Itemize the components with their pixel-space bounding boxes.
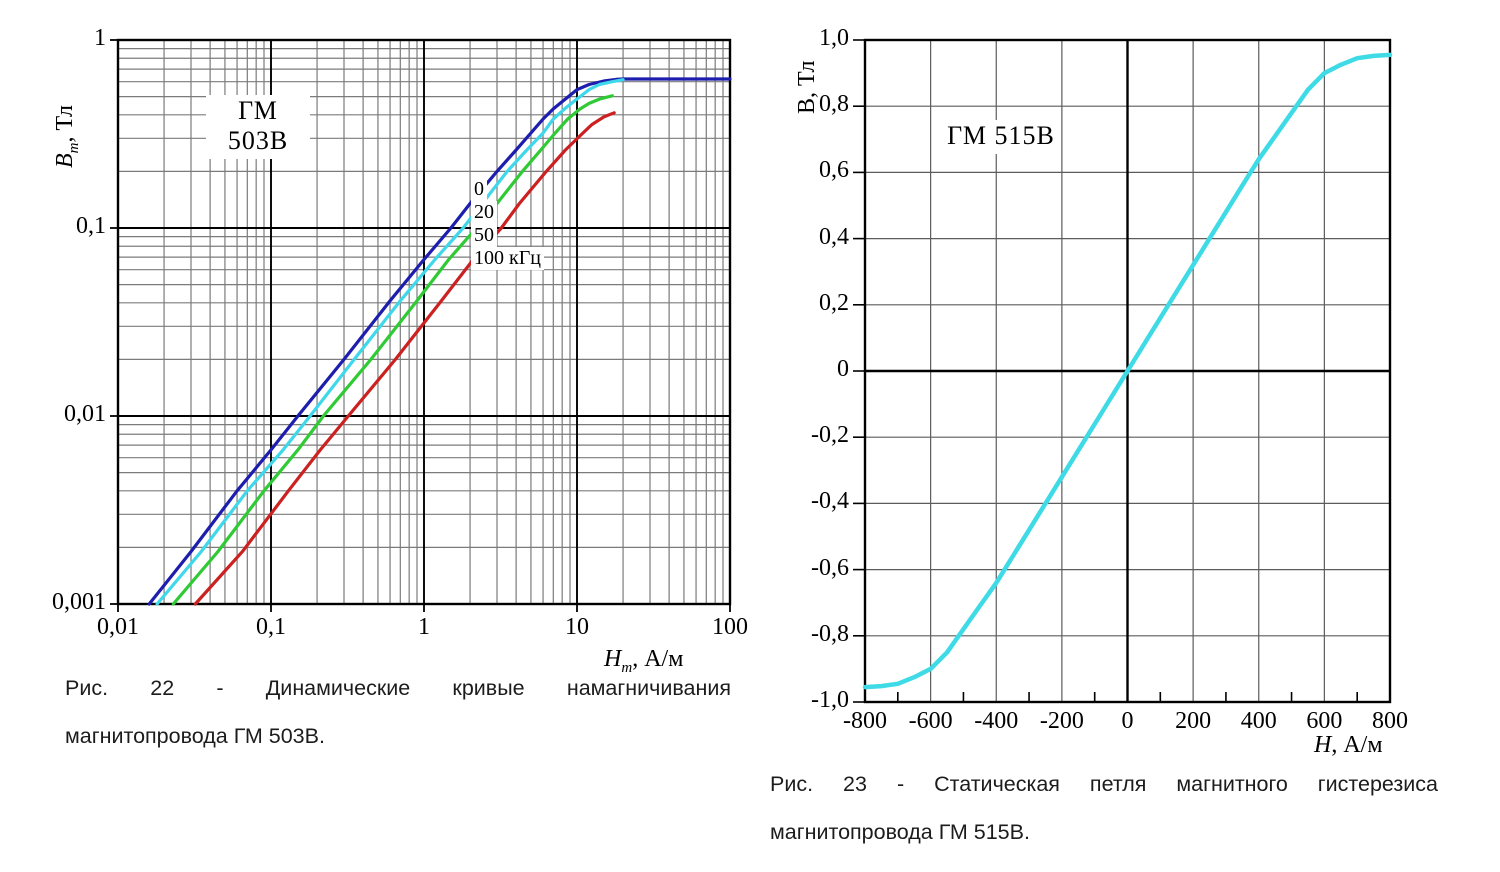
fig22-caption-line1: Рис. 22 - Динамические кривые намагничив… [65,676,731,700]
fig22-y-symbol: B [52,153,78,168]
fig22-y-tick-label: 0,1 [76,213,106,239]
fig22-y-tick-label: 0,001 [52,589,106,615]
fig22-x-tick-label: 10 [565,614,589,640]
fig23-y-tick-label: -1,0 [811,687,849,713]
fig23-y-tick-label: 0,8 [819,91,849,118]
fig23-plot-svg [853,38,1393,704]
fig22-x-tick-label: 1 [418,614,430,640]
fig22-y-tick-label: 0,01 [64,401,106,427]
fig23-x-tick-label: 0 [1121,708,1134,734]
fig23-x-tick-label: 400 [1240,708,1277,734]
fig23-x-tick-label: 600 [1306,708,1343,734]
fig22-y-unit: , Тл [52,105,78,143]
fig23-y-tick-label: -0,2 [811,422,849,449]
fig22-y-subscript: m [65,142,82,154]
fig23-y-tick-label: -0,8 [811,620,849,647]
fig23-y-tick-label: 0,2 [819,289,849,316]
fig23-y-tick-label: -0,6 [811,554,849,581]
fig23-caption-line1: Рис. 23 - Статическая петля магнитного г… [770,772,1438,796]
fig23-x-tick-label: -200 [1039,708,1084,734]
fig23-x-tick-label: -600 [908,708,953,734]
fig22-legend-label-100khz: 100 кГц [471,247,544,270]
fig23-y-tick-label: 0,6 [819,157,849,184]
fig23-y-tick-label: -0,4 [811,488,849,515]
fig23-x-tick-label: 800 [1372,708,1408,734]
fig22-x-tick-label: 0,01 [97,614,139,640]
fig22-plot-svg [110,38,732,612]
fig22-x-unit: , А/м [632,646,684,672]
fig23-caption-line2: магнитопровода ГМ 515В. [770,820,1030,844]
fig23-x-tick-label: -800 [843,708,887,734]
fig22-caption-line2: магнитопровода ГМ 503В. [65,724,325,748]
fig22-x-axis-label: Hm, А/м [604,646,683,677]
fig23-x-symbol: H [1314,732,1332,758]
fig22-x-symbol: H [604,646,622,672]
fig22-legend-label-50khz: 50 [471,224,497,247]
fig23-x-axis-label: H, А/м [1314,732,1383,759]
fig22-x-tick-label: 100 [712,614,748,640]
fig22-y-axis-label: Bm, Тл [52,105,83,168]
fig23-title: ГМ 515В [942,120,1060,154]
fig23-y-tick-label: 0,4 [819,223,849,250]
fig23-x-tick-label: 200 [1175,708,1212,734]
fig23-x-tick-label: -400 [974,708,1019,734]
fig23-y-tick-label: 0 [837,356,849,382]
fig22-x-subscript: m [621,659,633,676]
fig22-legend-label-0khz: 0 [471,178,487,201]
fig22-legend-label-20khz: 20 [471,201,497,224]
fig22-y-tick-label: 1 [94,25,106,51]
fig22-x-tick-label: 0,1 [256,614,286,640]
fig22-title: ГМ 503В [206,95,310,159]
fig23-x-unit: , А/м [1331,732,1383,758]
fig23-y-tick-label: 1,0 [819,25,849,51]
